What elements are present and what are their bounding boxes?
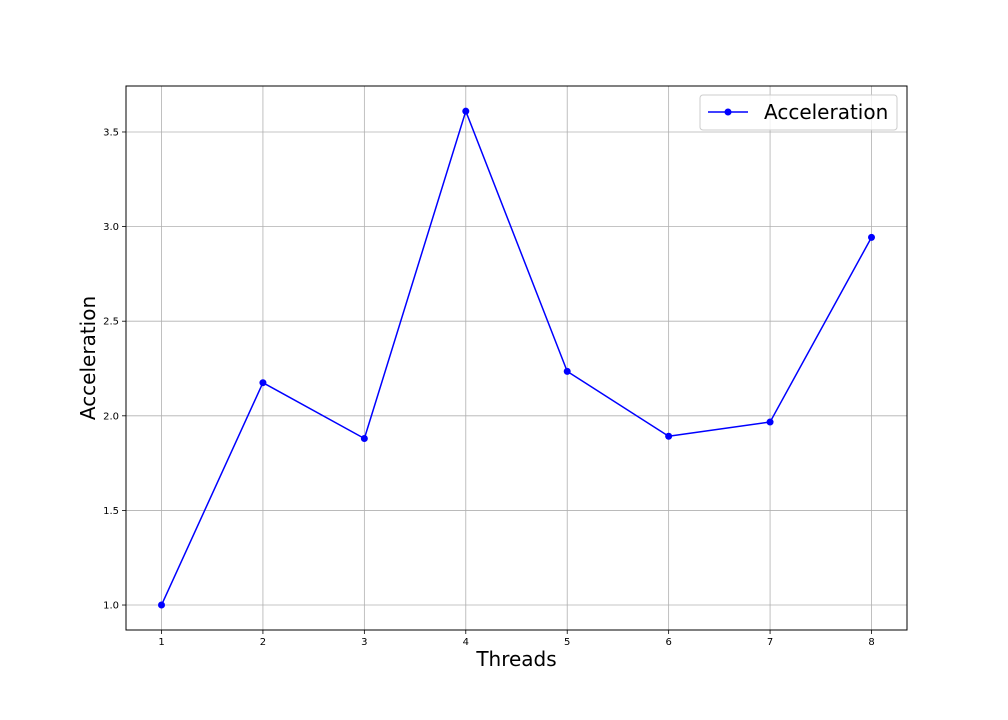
x-tick-label: 1 [158, 637, 164, 648]
x-tick-label: 3 [361, 637, 367, 648]
y-axis-label: Acceleration [76, 296, 100, 420]
legend: Acceleration [699, 94, 898, 131]
data-point [563, 367, 571, 375]
x-tick-label: 8 [868, 637, 874, 648]
data-point [766, 418, 774, 426]
x-tick-label: 6 [665, 637, 671, 648]
x-tick-label: 2 [260, 637, 266, 648]
plot-frame [125, 85, 908, 631]
y-tick-label: 2.0 [103, 411, 119, 422]
x-tick-label: 7 [767, 637, 773, 648]
data-point [158, 601, 165, 609]
series-line [160, 110, 873, 606]
x-axis-label: Threads [475, 647, 556, 671]
y-axis: 1.0 1.5 2.0 2.5 3.0 3.5 [103, 127, 126, 612]
legend-marker-sample [724, 108, 732, 116]
data-point [868, 233, 875, 241]
x-axis: 1 2 3 4 5 6 7 8 [158, 630, 875, 648]
x-tick-label: 5 [564, 637, 570, 648]
y-tick-label: 2.5 [103, 317, 119, 328]
legend-label: Acceleration [764, 100, 888, 124]
y-tick-label: 3.5 [103, 127, 119, 138]
legend-frame [699, 94, 898, 131]
x-tick-label: 4 [463, 637, 469, 648]
grid [126, 86, 907, 630]
y-tick-label: 3.0 [103, 222, 119, 233]
y-tick-label: 1.0 [103, 601, 119, 612]
data-point [360, 435, 368, 443]
data-point [462, 107, 470, 115]
data-point [259, 379, 267, 387]
data-point [665, 432, 673, 440]
series-layer [158, 107, 875, 609]
y-tick-label: 1.5 [103, 506, 119, 517]
